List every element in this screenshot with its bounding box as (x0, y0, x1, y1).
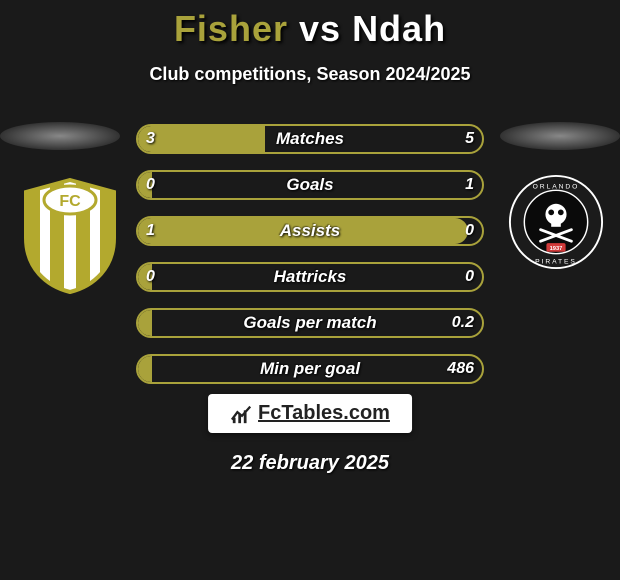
bar-track (136, 308, 484, 338)
player1-name: Fisher (174, 8, 288, 49)
footer-date: 22 february 2025 (231, 452, 389, 475)
bar-track (136, 170, 484, 200)
bar-track (136, 354, 484, 384)
chart-icon (230, 403, 252, 425)
bar-fill-left (138, 172, 152, 198)
stat-row: 486Min per goal (136, 354, 484, 384)
bar-track (136, 216, 484, 246)
brand-text: FcTables.com (258, 402, 390, 425)
bar-fill-left (138, 310, 152, 336)
versus-text: vs (299, 8, 341, 49)
crest-right-year: 1937 (550, 246, 563, 252)
stat-row: 00Hattricks (136, 262, 484, 292)
shield-icon: FC (20, 178, 120, 294)
player2-name: Ndah (352, 8, 446, 49)
bar-fill-left (138, 264, 152, 290)
crest-right-top-text: ORLANDO (533, 183, 580, 190)
badge-icon: ORLANDO PIRATES 1937 (508, 174, 604, 270)
crest-right-bottom-text: PIRATES (535, 258, 577, 265)
subtitle: Club competitions, Season 2024/2025 (0, 64, 620, 85)
crest-left-letters: FC (59, 193, 81, 210)
stat-row: 10Assists (136, 216, 484, 246)
stat-row: 01Goals (136, 170, 484, 200)
bar-fill-left (138, 126, 265, 152)
stat-bars: 35Matches 01Goals 10Assists 00Hattricks 0.2G… (136, 124, 484, 400)
bar-fill-left (138, 356, 152, 382)
headline: Fisher vs Ndah (0, 0, 620, 50)
infographic-root: Fisher vs Ndah Club competitions, Season… (0, 0, 620, 580)
bar-track (136, 124, 484, 154)
platform-right (500, 122, 620, 150)
bar-track (136, 262, 484, 292)
bar-fill-left (138, 218, 468, 244)
club-crest-right: ORLANDO PIRATES 1937 (508, 174, 604, 270)
club-crest-left: FC (20, 178, 120, 294)
platform-left (0, 122, 120, 150)
stat-row: 35Matches (136, 124, 484, 154)
stat-row: 0.2Goals per match (136, 308, 484, 338)
brand-link[interactable]: FcTables.com (208, 394, 412, 433)
